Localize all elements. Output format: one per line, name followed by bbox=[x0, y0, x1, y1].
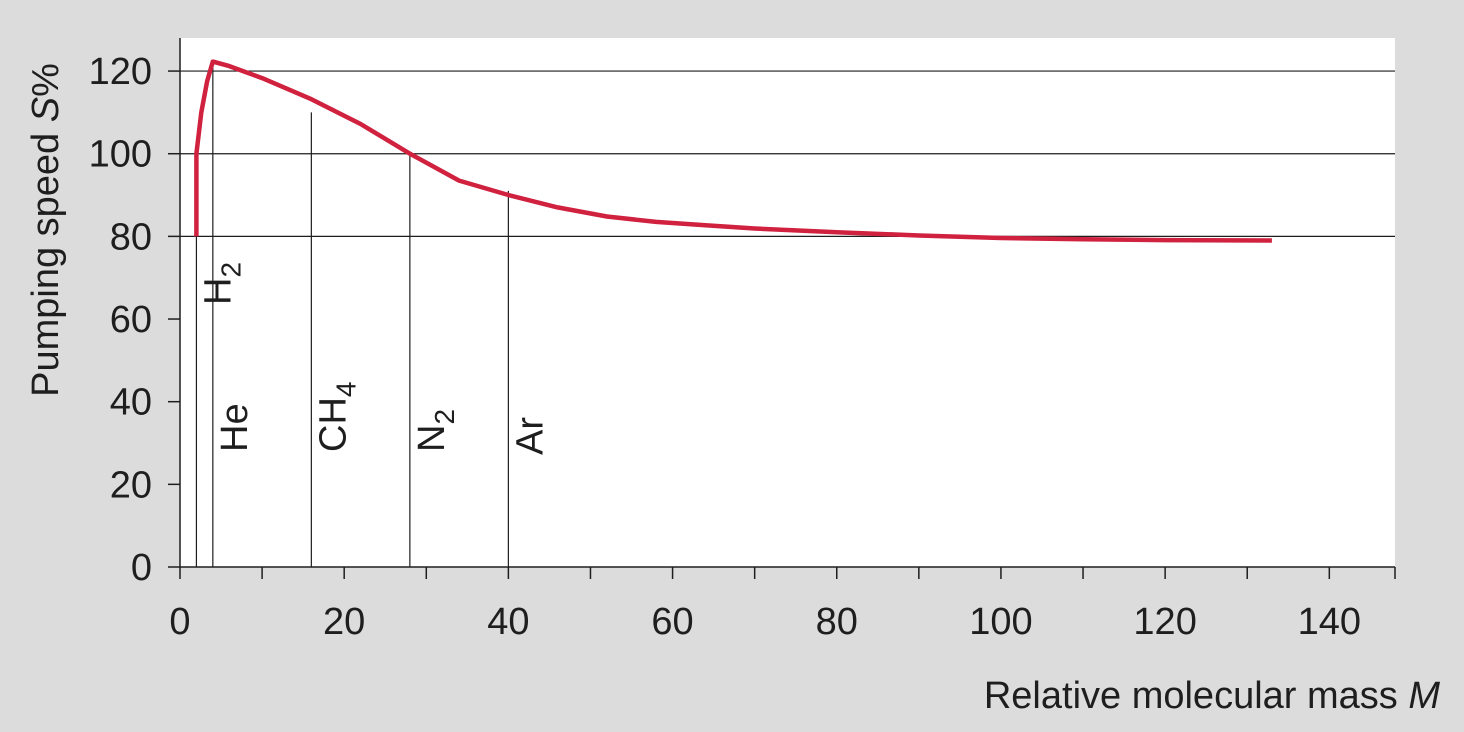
y-tick-label-60: 60 bbox=[110, 299, 152, 341]
series-line-0 bbox=[194, 59, 1272, 243]
gas-label-h2-subscript: 2 bbox=[215, 262, 246, 278]
y-axis-label-var: S bbox=[25, 97, 67, 122]
plot-area bbox=[180, 38, 1395, 567]
x-tick-label-120: 120 bbox=[1133, 601, 1196, 643]
gas-label-he: He bbox=[214, 403, 256, 452]
gas-label-ch4-subscript: 4 bbox=[330, 382, 361, 398]
gas-label-h2: H2 bbox=[197, 262, 246, 305]
x-tick-label-80: 80 bbox=[816, 601, 858, 643]
x-tick-label-0: 0 bbox=[169, 601, 190, 643]
y-tick-label-20: 20 bbox=[110, 464, 152, 506]
gas-label-ar: Ar bbox=[509, 417, 551, 455]
gas-label-ch4: CH4 bbox=[312, 382, 361, 452]
gas-label-h2-main: H bbox=[197, 278, 239, 305]
gas-marker-lines bbox=[195, 61, 509, 567]
y-tick-label-40: 40 bbox=[110, 382, 152, 424]
y-tick-label-120: 120 bbox=[89, 51, 152, 93]
x-tick-label-100: 100 bbox=[969, 601, 1032, 643]
gas-label-ar-main: Ar bbox=[509, 417, 551, 455]
y-axis-label: Pumping speed S% bbox=[25, 63, 67, 397]
y-tick-label-0: 0 bbox=[131, 547, 152, 589]
gas-label-n2-main: N bbox=[411, 425, 453, 452]
curve-layer bbox=[194, 59, 1272, 243]
gas-label-ch4-main: CH bbox=[312, 397, 354, 452]
y-tick-label-100: 100 bbox=[89, 134, 152, 176]
gridlines bbox=[180, 70, 1395, 237]
y-axis-label-unit: % bbox=[25, 63, 67, 97]
x-tick-label-20: 20 bbox=[323, 601, 365, 643]
x-axis-label-var: M bbox=[1408, 675, 1440, 717]
x-axis-label: Relative molecular mass M bbox=[984, 675, 1440, 717]
gas-label-he-main: He bbox=[214, 403, 256, 452]
axes: 0 20 40 60 80 100 120 140 0 20 40 60 80 100 120 bbox=[89, 38, 1396, 643]
x-tick-label-60: 60 bbox=[651, 601, 693, 643]
gas-label-n2-subscript: 2 bbox=[429, 409, 460, 425]
x-tick-label-40: 40 bbox=[487, 601, 529, 643]
y-axis-label-main: Pumping speed bbox=[25, 122, 67, 397]
gas-label-n2: N2 bbox=[411, 409, 460, 452]
x-axis-label-main: Relative molecular mass bbox=[984, 675, 1408, 717]
y-tick-label-80: 80 bbox=[110, 216, 152, 258]
x-tick-label-140: 140 bbox=[1298, 601, 1361, 643]
